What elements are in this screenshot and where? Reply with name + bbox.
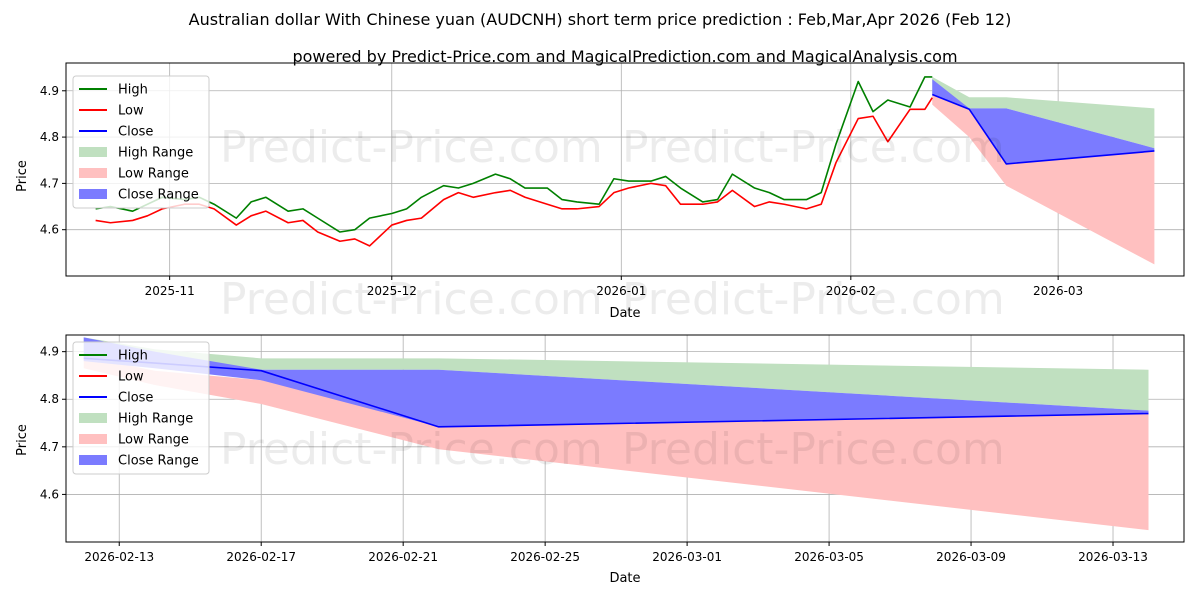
watermark-mid-right: Predict-Price.com: [622, 274, 1005, 325]
y-tick-label: 4.6: [40, 487, 59, 501]
bottom-panel-ranges: [83, 337, 1149, 531]
x-tick-label: 2026-02-17: [226, 550, 296, 564]
close-range-area: [932, 79, 1155, 164]
legend-label: High: [118, 349, 148, 364]
top-panel-y-ticks: 4.6 4.7 4.8 4.9: [40, 84, 66, 237]
y-tick-label: 4.8: [40, 392, 59, 406]
legend-label: Close Range: [118, 454, 199, 469]
watermark-bottom-right: Predict-Price.com: [622, 424, 1005, 475]
y-tick-label: 4.8: [40, 130, 59, 144]
legend-label: Close: [118, 391, 153, 406]
x-tick-label: 2026-01: [596, 284, 646, 298]
x-tick-label: 2026-03-01: [652, 550, 722, 564]
legend-patch-swatch: [79, 189, 107, 199]
top-panel-xlabel: Date: [609, 306, 640, 321]
y-tick-label: 4.9: [40, 84, 59, 98]
high-range-area: [932, 76, 1155, 149]
legend-label: High Range: [118, 146, 193, 161]
legend-patch-swatch: [79, 434, 107, 444]
bottom-panel-frame: [65, 334, 1185, 543]
bottom-panel-x-ticks: 2026-02-13 2026-02-17 2026-02-21 2026-02-25…: [84, 542, 1148, 564]
legend-label: Low Range: [118, 167, 189, 182]
top-panel: Predict-Price.com Predict-Price.com Pred…: [15, 62, 1185, 325]
chart-subtitle: powered by Predict-Price.com and Magical…: [292, 47, 957, 66]
legend-label: Close: [118, 125, 153, 140]
top-panel-lines: [95, 76, 1155, 247]
x-tick-label: 2026-03-05: [794, 550, 864, 564]
legend-label: Low: [118, 370, 144, 385]
low-series-line: [95, 97, 933, 247]
close-forecast-line: [931, 93, 1155, 165]
x-tick-label: 2026-02-25: [510, 550, 580, 564]
high-series-line: [95, 76, 933, 233]
x-tick-label: 2026-03: [1033, 284, 1083, 298]
top-panel-legend: High Low Close High Range Low Range Close Ran…: [72, 75, 210, 209]
chart-title: Australian dollar With Chinese yuan (AUD…: [189, 10, 1012, 29]
legend-label: Close Range: [118, 188, 199, 203]
x-tick-label: 2025-11: [145, 284, 195, 298]
bottom-panel-y-ticks: 4.6 4.7 4.8 4.9: [40, 345, 66, 501]
watermark-bottom-left: Predict-Price.com: [220, 424, 603, 475]
y-tick-label: 4.6: [40, 223, 59, 237]
legend-label: High: [118, 83, 148, 98]
top-panel-ylabel: Price: [15, 160, 30, 192]
watermark-top-left: Predict-Price.com: [220, 122, 603, 173]
legend-patch-swatch: [79, 147, 107, 157]
x-tick-label: 2026-03-13: [1078, 550, 1148, 564]
top-panel-frame: [65, 62, 1185, 277]
legend-label: High Range: [118, 412, 193, 427]
x-tick-label: 2026-03-09: [936, 550, 1006, 564]
top-panel-x-ticks: 2025-11 2025-12 2026-01 2026-02 2026-03: [145, 276, 1083, 298]
watermark-top-right: Predict-Price.com: [622, 122, 1005, 173]
watermark-mid-left: Predict-Price.com: [220, 274, 603, 325]
legend-label: Low: [118, 104, 144, 119]
legend-label: Low Range: [118, 433, 189, 448]
y-tick-label: 4.7: [40, 440, 59, 454]
legend-patch-swatch: [79, 168, 107, 178]
top-panel-grid: [66, 63, 1184, 276]
bottom-panel-legend: High Low Close High Range Low Range Close Ran…: [72, 341, 210, 475]
bottom-panel-xlabel: Date: [609, 571, 640, 586]
x-tick-label: 2026-02-13: [84, 550, 154, 564]
y-tick-label: 4.9: [40, 345, 59, 359]
bottom-panel: Predict-Price.com Predict-Price.com 2026…: [15, 334, 1185, 586]
x-tick-label: 2026-02: [826, 284, 876, 298]
y-tick-label: 4.7: [40, 176, 59, 190]
legend-patch-swatch: [79, 413, 107, 423]
close-range-area: [83, 337, 1149, 427]
high-range-area: [83, 337, 1149, 411]
bottom-panel-ylabel: Price: [15, 424, 30, 456]
x-tick-label: 2025-12: [367, 284, 417, 298]
legend-patch-swatch: [79, 455, 107, 465]
x-tick-label: 2026-02-21: [368, 550, 438, 564]
